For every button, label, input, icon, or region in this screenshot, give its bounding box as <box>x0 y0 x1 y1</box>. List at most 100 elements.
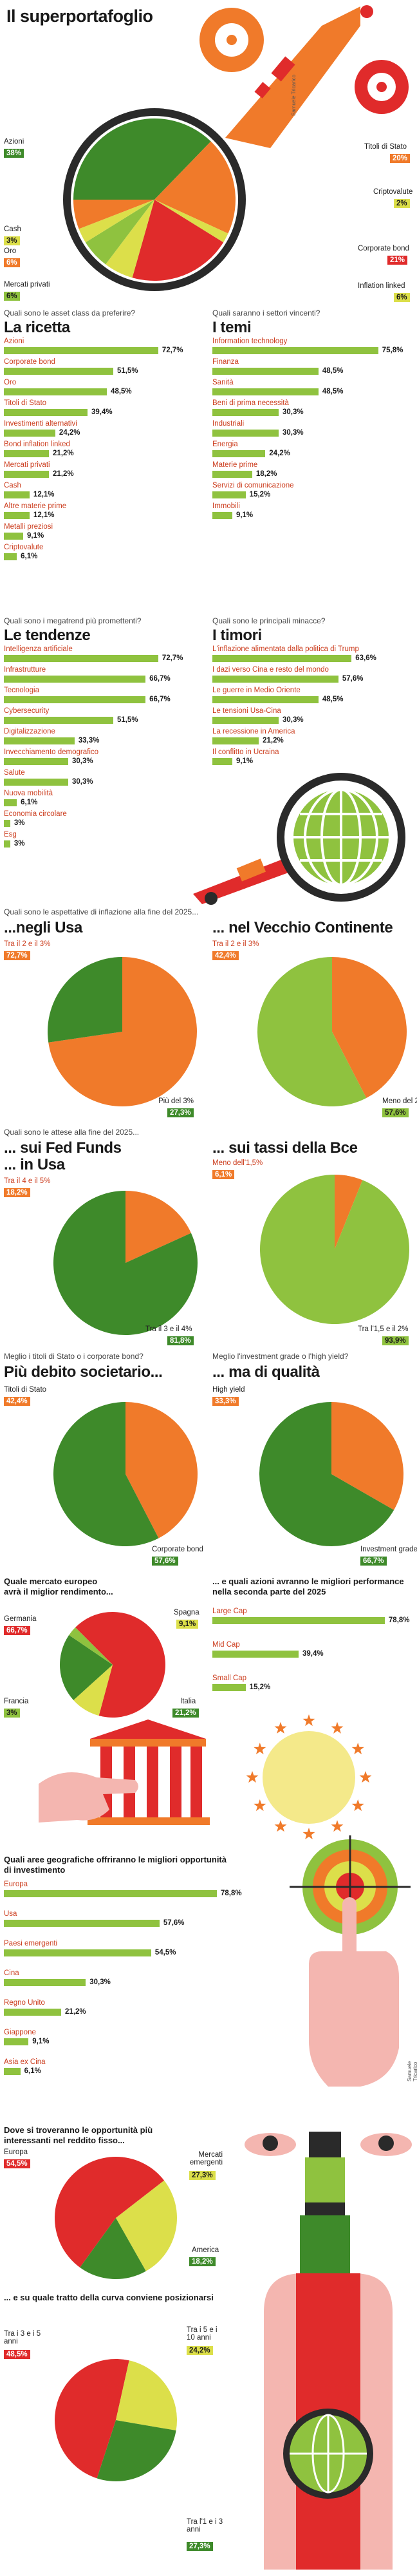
eu-star-icon <box>274 1820 287 1832</box>
legend-value-inflation: 6% <box>394 293 410 302</box>
portfolio-slice-1 <box>154 141 236 234</box>
eu-star-icon <box>331 1721 344 1734</box>
bar-value: 72,7% <box>162 346 183 354</box>
temi-bar-chart: Information technology 75,8% Finanza 48,5% S… <box>212 337 413 569</box>
bar <box>4 388 107 395</box>
bar-value: 15,2% <box>249 1683 271 1691</box>
bonds-left-b-label: Corporate bond <box>152 1546 203 1553</box>
bar-value: 3% <box>14 840 25 848</box>
bar <box>4 430 55 437</box>
bar-label: Paesi emergenti <box>4 1940 58 1947</box>
rates-bce-a-value: 6,1% <box>212 1170 235 1179</box>
bce-slice-1 <box>260 1175 409 1324</box>
europe-italia-label: Italia <box>180 1698 196 1705</box>
legend-value-cripto: 2% <box>394 199 410 208</box>
bar-value: 3% <box>14 819 25 827</box>
bar <box>212 512 232 519</box>
portfolio-slice-7 <box>73 200 154 229</box>
fixed-slice-1 <box>116 2180 177 2271</box>
curve-a-label: Tra i 3 e i 5 anni <box>4 2330 41 2345</box>
timori-title: I timori <box>212 627 262 644</box>
temi-question: Quali saranno i settori vincenti? <box>212 308 320 317</box>
bar-value: 21,2% <box>52 470 74 478</box>
rates-fed-title2: ... in Usa <box>4 1156 65 1173</box>
person-globe-illustration <box>245 2132 412 2570</box>
bar <box>212 347 378 354</box>
legend-value-corporate: 21% <box>387 256 408 265</box>
bce-slice-0 <box>335 1175 363 1249</box>
rates-fed-a-label: Tra il 4 e il 5% <box>4 1177 51 1185</box>
cap-bar-chart: Large Cap 78,8% Mid Cap 39,4% Small Cap 15,2% <box>212 1607 413 1717</box>
bar-label: Titoli di Stato <box>4 399 47 407</box>
temple-icon <box>88 1719 210 1825</box>
bar <box>4 1890 217 1897</box>
timori-question: Quali sono le principali minacce? <box>212 616 326 625</box>
bonds-right-slice-1 <box>259 1402 394 1546</box>
bar <box>212 717 279 724</box>
magnifier-handle-icon <box>225 5 373 148</box>
bonds-right-b-label: Investment grade <box>360 1546 417 1553</box>
curve-pie <box>54 2359 177 2481</box>
bonds-right-a-value: 33,3% <box>212 1397 239 1406</box>
bar-label: Metalli preziosi <box>4 523 53 531</box>
bonds-left-a-value: 42,4% <box>4 1397 30 1406</box>
bar-label: Usa <box>4 1910 17 1918</box>
bar <box>212 758 232 765</box>
bar <box>212 471 252 478</box>
inflation-eu-a-value: 42,4% <box>212 951 239 960</box>
bar <box>4 1949 151 1956</box>
eyes-icon <box>245 2133 412 2156</box>
target-hand-illustration <box>290 1835 411 2087</box>
legend-label-corporate: Corporate bond <box>358 245 409 252</box>
bar-label: Sanità <box>212 379 234 386</box>
bonds-right-pie <box>259 1402 403 1546</box>
bar <box>4 471 49 478</box>
europe-germania-label: Germania <box>4 1615 37 1623</box>
rates-fed-b-label: Tra il 3 e il 4% <box>145 1325 192 1333</box>
rates-fed-title: ... sui Fed Funds <box>4 1139 122 1157</box>
bonds-right-slice-0 <box>331 1402 403 1510</box>
bar-value: 75,8% <box>382 346 403 354</box>
geo-bar-chart: Europa 78,8% Usa 57,6% Paesi emergenti 54,5% C… <box>4 1880 261 2087</box>
eu-star-icon <box>302 1828 315 1840</box>
europe-francia-value: 3% <box>4 1709 20 1718</box>
bonds-right-title: ... ma di qualità <box>212 1363 320 1381</box>
bar <box>4 1979 86 1986</box>
bonds-left-a-label: Titoli di Stato <box>4 1386 47 1394</box>
bar-value: 30,3% <box>89 1978 111 1986</box>
bar-value: 21,2% <box>65 2008 86 2016</box>
legend-label-azioni: Azioni <box>4 138 24 146</box>
bar-label: Finanza <box>212 358 239 366</box>
legend-label-oro: Oro <box>4 247 17 255</box>
bar <box>4 512 30 519</box>
bar-label: Immobili <box>212 502 240 510</box>
bar-label: Europa <box>4 1880 28 1888</box>
bar-label: Criptovalute <box>4 544 44 551</box>
bar-value: 48,5% <box>322 388 344 395</box>
curve-slice-2 <box>97 2420 176 2481</box>
inflation-eu-slice-1 <box>257 957 367 1106</box>
bar-value: 15,2% <box>249 491 271 498</box>
bar <box>212 388 319 395</box>
credit-top: Samuele Tricarico <box>291 74 297 116</box>
bar-value: 66,7% <box>149 675 171 683</box>
bar <box>212 1651 299 1658</box>
bar-value: 48,5% <box>322 696 344 703</box>
bar-value: 6,1% <box>21 553 38 560</box>
bar-label: Small Cap <box>212 1674 247 1682</box>
bar-label: Intelligenza artificiale <box>4 645 73 653</box>
bar-label: La recessione in America <box>212 728 295 735</box>
fixed-income-pie <box>55 2157 177 2279</box>
eu-star-icon <box>359 1771 372 1783</box>
bar-value: 48,5% <box>322 367 344 375</box>
eu-star-icon <box>246 1771 259 1783</box>
fixed-slice-0 <box>55 2157 165 2268</box>
eu-stars-icon <box>263 1731 355 1824</box>
bar-label: Mercati privati <box>4 461 50 469</box>
target-icon-top <box>199 8 264 72</box>
bonds-left-pie <box>53 1402 198 1546</box>
bar-label: Beni di prima necessità <box>212 399 289 407</box>
curve-b-value: 24,2% <box>187 2346 213 2355</box>
target-icon-geo <box>290 1835 411 1938</box>
inflation-usa-b-value: 27,3% <box>167 1108 194 1117</box>
